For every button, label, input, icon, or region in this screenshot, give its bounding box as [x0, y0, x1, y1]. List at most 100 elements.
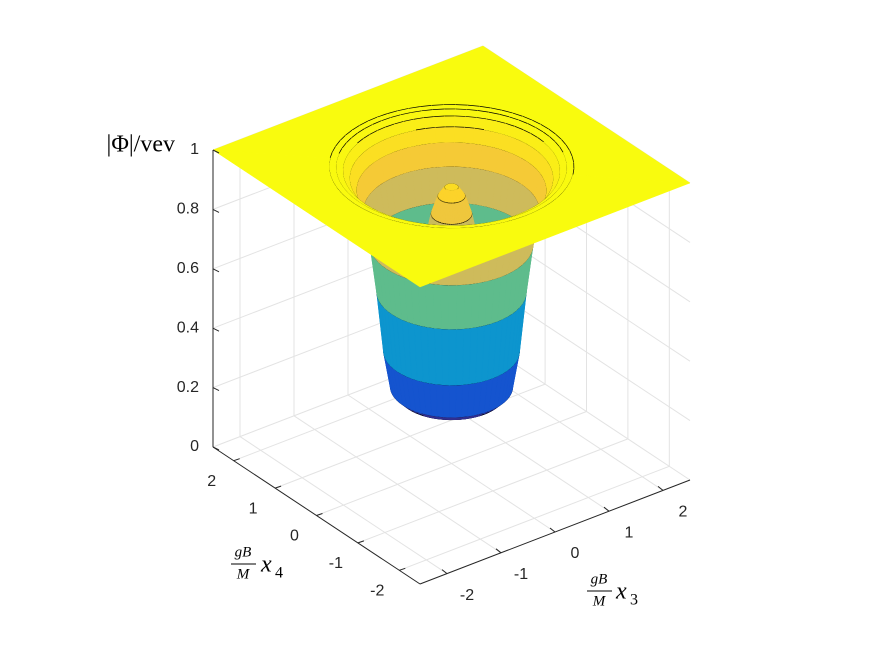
y-tick: [316, 513, 323, 516]
surface-patch: [454, 141, 465, 168]
y-tick: [357, 540, 365, 544]
contour-edge: [514, 126, 524, 131]
x-tick-label: -2: [460, 587, 474, 604]
contour-edge: [385, 123, 395, 128]
contour-edge: [331, 146, 336, 153]
y-tick-label: 2: [207, 473, 216, 490]
surface-patch: [434, 126, 446, 144]
x-tick: [549, 527, 556, 533]
surface-patch: [450, 184, 453, 192]
y-tick-label: 1: [249, 500, 258, 517]
x-tick-label: -1: [514, 566, 528, 583]
contour-edge: [419, 105, 432, 107]
z-tick: [212, 208, 220, 213]
contour-edge: [476, 117, 487, 120]
contour-edge: [502, 109, 513, 114]
z-axis-label: |Φ|/vev: [107, 132, 175, 158]
surface-patch: [328, 163, 337, 172]
contour-edge: [362, 134, 370, 139]
surface-patch: [463, 283, 473, 329]
contour-edge: [400, 112, 411, 116]
contour-edge: [518, 119, 528, 124]
contour-edge: [345, 137, 352, 144]
surface-patch: [448, 384, 457, 418]
surface-patch: [455, 384, 463, 418]
contour-edge: [390, 114, 401, 118]
contour-edge: [548, 128, 556, 135]
contour-edge: [490, 107, 503, 111]
surface-patch: [454, 115, 467, 128]
contour-edge: [465, 116, 477, 118]
x-tick-label: 1: [625, 524, 634, 541]
contour-edge: [530, 133, 539, 138]
surface-patch: [566, 162, 575, 170]
contour-edge: [403, 118, 414, 122]
surface-patch: [450, 190, 453, 204]
contour-edge: [351, 125, 360, 131]
label-denominator: M: [236, 566, 251, 582]
contour-edge: [479, 105, 491, 109]
label-numerator: gB: [235, 544, 252, 560]
z-tick: [212, 268, 220, 273]
contour-edge: [376, 113, 387, 118]
surface-patch: [448, 328, 457, 386]
contour-edge: [488, 111, 500, 115]
z-tick: [212, 446, 220, 451]
surface-patch: [435, 383, 444, 418]
contour-edge: [572, 156, 575, 163]
surface-patch: [443, 108, 456, 117]
surface-patch: [434, 327, 443, 386]
contour-edge: [477, 110, 489, 113]
surface-patch: [441, 328, 450, 386]
y-tick-label: -1: [329, 555, 343, 572]
contour-edge: [464, 126, 475, 129]
contour-edge: [522, 116, 533, 121]
contour-edge: [341, 142, 347, 149]
contour-edge: [555, 133, 562, 140]
contour-edge: [431, 104, 444, 106]
label-subscript: 3: [630, 592, 638, 609]
contour-edge: [509, 116, 520, 121]
z-tick-label: 0: [190, 438, 199, 455]
y-tick-label: -2: [370, 583, 384, 600]
x-tick-label: 0: [571, 545, 580, 562]
contour-edge: [376, 126, 386, 131]
contour-edge: [496, 120, 507, 124]
contour-edge: [532, 119, 542, 125]
contour-edge: [486, 118, 497, 122]
surface-patch: [440, 284, 450, 330]
contour-edge: [338, 148, 343, 154]
surface-patch: [454, 108, 467, 117]
contour-edge: [543, 131, 550, 138]
surface-patch: [433, 115, 446, 128]
x-tick: [603, 506, 610, 512]
contour-edge: [369, 130, 378, 135]
contour-edge: [359, 120, 368, 126]
axes: 0 0.2 0.4 0.6 0.8 1 -2 -1 0 1 2 -2 -1 0 1 2: [177, 141, 691, 604]
contour-edge: [329, 152, 333, 159]
contour-edge: [565, 144, 571, 151]
surface-patch: [464, 116, 477, 129]
contour-edge: [351, 132, 358, 139]
contour-edge: [535, 127, 544, 133]
surface-patch: [443, 104, 456, 110]
contour-edge: [433, 115, 445, 117]
y-tick: [274, 485, 282, 489]
contour-edge: [393, 121, 404, 125]
contour-edge: [549, 136, 556, 143]
x-tick: [495, 548, 502, 554]
contour-edge: [357, 128, 365, 134]
z-tick-label: 0.6: [177, 260, 199, 277]
contour-edge: [569, 150, 573, 157]
label-denominator: M: [592, 593, 607, 609]
contour-edge: [386, 110, 398, 115]
contour-edge: [505, 123, 516, 127]
y-tick: [233, 458, 240, 462]
contour-edge: [410, 110, 422, 113]
contour-edge: [466, 109, 478, 111]
contour-edge: [432, 108, 445, 110]
z-tick-label: 0.2: [177, 379, 199, 396]
z-tick: [212, 327, 220, 332]
surface-patch: [432, 283, 443, 330]
